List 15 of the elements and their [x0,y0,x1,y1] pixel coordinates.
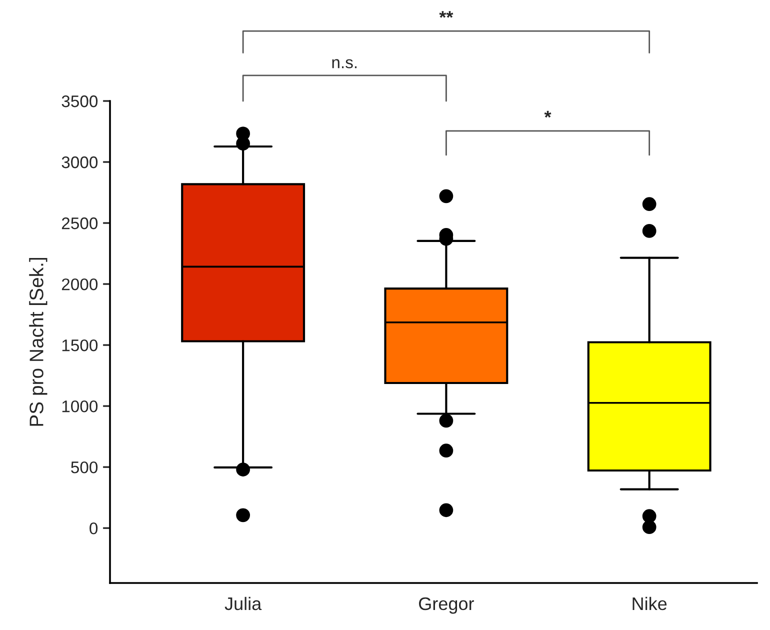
y-axis-title: PS pro Nacht [Sek.] [29,258,48,426]
y-tick-label: 3500 [62,95,98,108]
x-tick-label: Nike [632,596,667,610]
x-tick-label: Gregor [419,597,474,614]
y-tick-label: 2500 [62,217,98,230]
y-tick-label: 3000 [62,156,98,168]
y-tick-label: 500 [71,461,98,474]
y-tick-label: 0 [90,522,98,534]
y-tick-label: 1000 [62,400,98,412]
annotation: * [544,110,552,118]
text: ** [439,11,454,18]
x-tick-label: Julia [224,596,262,610]
y-tick-label: 1500 [62,339,98,352]
text: n.s. [332,59,357,68]
y-tick-label: 2000 [62,278,98,290]
